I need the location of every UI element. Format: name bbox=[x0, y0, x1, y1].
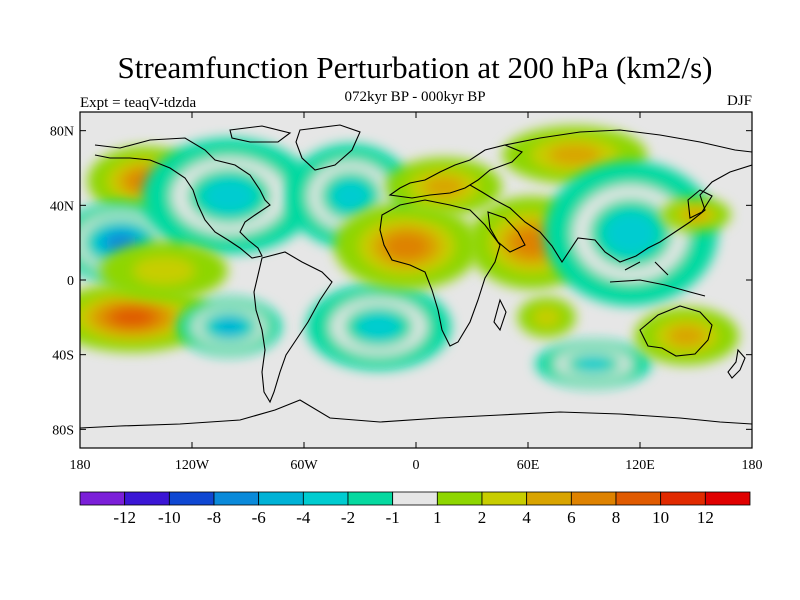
colorbar-label: -12 bbox=[113, 508, 136, 527]
anomaly-s-atlantic-cold-ring-2 bbox=[356, 313, 401, 340]
plot-title: Streamfunction Perturbation at 200 hPa (… bbox=[117, 50, 713, 85]
colorbar-swatch bbox=[526, 491, 572, 506]
coast-madagascar bbox=[493, 298, 507, 332]
colorbar-swatch bbox=[436, 491, 483, 506]
colorbar-swatch bbox=[302, 491, 349, 506]
lat-tick-label: 0 bbox=[67, 274, 74, 289]
colorbar-swatch bbox=[258, 491, 304, 506]
anomaly-tropical-pacific-warm bbox=[100, 241, 228, 300]
coast-australia bbox=[639, 305, 713, 357]
latitude-axis: 80N 40N 0 40S 80S bbox=[50, 125, 752, 438]
colorbar-swatch bbox=[392, 491, 438, 506]
anomaly-e-asia-cold bbox=[543, 161, 718, 306]
coast-japan bbox=[687, 189, 713, 219]
coast-europe bbox=[388, 144, 523, 199]
colorbar-label: -1 bbox=[386, 508, 400, 527]
colorbar-label: -4 bbox=[296, 508, 311, 527]
anomaly-australia-warm bbox=[634, 307, 739, 365]
colorbar-swatch bbox=[124, 491, 170, 506]
anomaly-africa-warm bbox=[334, 203, 479, 290]
colorbar-label: 1 bbox=[433, 508, 442, 527]
coast-asia bbox=[469, 129, 752, 264]
lat-tick-label: 80N bbox=[50, 125, 74, 140]
lon-tick-label: 0 bbox=[413, 458, 420, 473]
colorbar-swatch bbox=[347, 491, 394, 506]
colorbar-label: 6 bbox=[567, 508, 576, 527]
anomaly-n-america-cold bbox=[142, 138, 317, 254]
anomaly-africa-warm-ring-2 bbox=[384, 233, 429, 260]
anomaly-n-america-cold-ring-2 bbox=[202, 178, 256, 214]
anomaly-australia-warm-ring-1 bbox=[667, 325, 706, 347]
colorbar-label: -6 bbox=[252, 508, 266, 527]
lon-tick-label: 180 bbox=[70, 458, 91, 473]
coast-new-zealand bbox=[727, 348, 746, 379]
lon-tick-label: 120E bbox=[625, 458, 655, 473]
colorbar-label: 2 bbox=[478, 508, 487, 527]
colorbar: -12 -10 -8 -6 -4 -2 -1 1 2 4 6 8 10 12 bbox=[79, 491, 751, 527]
colorbar-swatch bbox=[79, 491, 126, 506]
coast-greenland bbox=[295, 124, 361, 171]
anomaly-n-atlantic-cold-ring-2 bbox=[331, 180, 371, 212]
longitude-axis: 180 120W 60W 0 60E 120E 180 bbox=[70, 112, 763, 473]
colorbar-swatch bbox=[704, 491, 751, 506]
anomaly-s-pacific-cold bbox=[177, 297, 282, 356]
coast-arctic-islands bbox=[229, 125, 292, 143]
colorbar-label: 8 bbox=[612, 508, 621, 527]
anomaly-s-pacific-warm-ring-3 bbox=[110, 308, 155, 327]
anomaly-indian-ocean-cold bbox=[535, 340, 652, 388]
anomaly-s-atlantic-cold bbox=[306, 283, 451, 371]
lat-tick-label: 40N bbox=[50, 199, 74, 214]
colorbar-label: 4 bbox=[522, 508, 531, 527]
anomaly-indian-ocean-cold-ring-2 bbox=[575, 356, 611, 372]
experiment-label: Expt = teaqV-tdzda bbox=[80, 95, 197, 111]
coastlines bbox=[80, 124, 752, 429]
season-label: DJF bbox=[726, 93, 752, 109]
lon-tick-label: 60W bbox=[290, 458, 318, 473]
anomaly-s-indian-warm-ring-0 bbox=[532, 307, 561, 328]
colorbar-swatch bbox=[213, 491, 260, 506]
lon-tick-label: 60E bbox=[517, 458, 540, 473]
coast-arabia bbox=[487, 211, 526, 253]
coast-antarctica bbox=[80, 399, 752, 429]
coast-africa bbox=[379, 199, 501, 347]
lon-tick-label: 120W bbox=[175, 458, 210, 473]
coast-north-america bbox=[94, 137, 271, 259]
colorbar-swatch bbox=[168, 491, 215, 506]
colorbar-swatch bbox=[615, 491, 662, 506]
colorbar-label: -2 bbox=[341, 508, 355, 527]
lat-tick-label: 40S bbox=[52, 349, 74, 364]
plot-subtitle: 072kyr BP - 000kyr BP bbox=[344, 89, 486, 105]
lat-tick-label: 80S bbox=[52, 423, 74, 438]
colorbar-swatch bbox=[570, 491, 617, 506]
anomaly-siberia-warm-ring-1 bbox=[548, 144, 601, 166]
colorbar-label: -8 bbox=[207, 508, 221, 527]
coast-south-america bbox=[253, 251, 333, 404]
anomaly-s-indian-warm bbox=[517, 297, 576, 338]
colorbar-label: 10 bbox=[652, 508, 669, 527]
contour-fields bbox=[80, 126, 739, 388]
coast-indonesia bbox=[609, 261, 706, 297]
colorbar-label: -10 bbox=[158, 508, 181, 527]
anomaly-tropical-pacific-warm-ring-0 bbox=[133, 256, 195, 285]
colorbar-swatch bbox=[481, 491, 528, 506]
anomaly-arabia-warm-ring-2 bbox=[512, 228, 552, 257]
lon-tick-label: 180 bbox=[742, 458, 763, 473]
anomaly-s-pacific-cold-ring-3 bbox=[215, 318, 244, 335]
colorbar-swatch bbox=[660, 491, 706, 506]
anomaly-e-asia-cold-ring-2 bbox=[604, 211, 658, 256]
colorbar-label: 12 bbox=[697, 508, 714, 527]
